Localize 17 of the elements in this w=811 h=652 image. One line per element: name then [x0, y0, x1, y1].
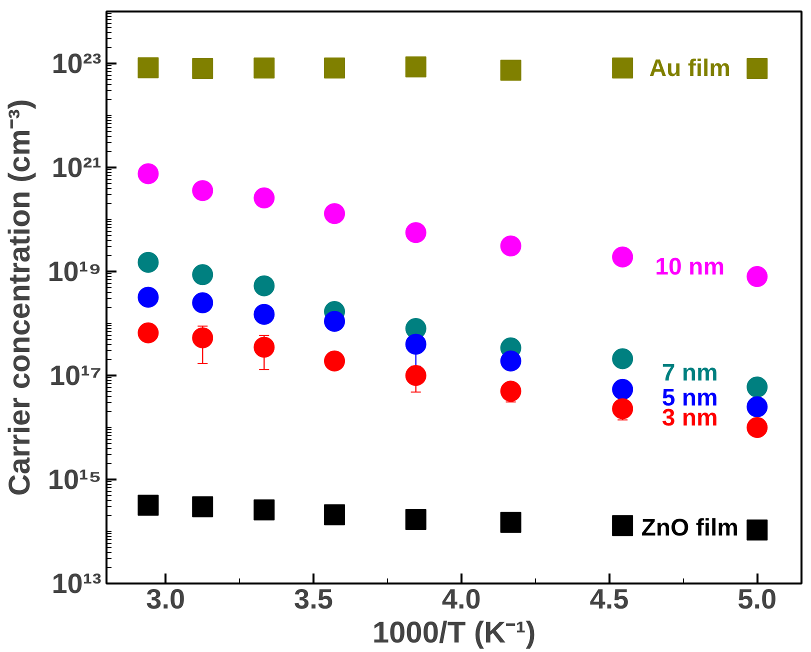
- x-axis-title: 1000/T (K⁻¹): [372, 616, 536, 650]
- x-tick-label: 5.0: [738, 584, 777, 614]
- y-tick-label: 10²¹: [52, 152, 102, 183]
- y-tick-label: 10¹⁹: [48, 256, 102, 287]
- y-axis-title: Carrier concentration (cm⁻³): [4, 99, 37, 496]
- x-tick-label: 3.5: [294, 584, 333, 614]
- x-tick-label: 3.0: [146, 584, 186, 614]
- series-label: 10 nm: [655, 253, 725, 280]
- series-label: 7 nm: [662, 359, 718, 386]
- x-tick-label: 4.0: [442, 584, 481, 614]
- y-tick-label: 10¹⁷: [49, 360, 102, 391]
- series-label: Au film: [649, 54, 731, 82]
- x-tick-label: 4.5: [590, 584, 629, 614]
- y-tick-label: 10²³: [52, 48, 102, 79]
- y-tick-label: 10¹⁵: [48, 464, 102, 495]
- y-tick-label: 10¹³: [52, 568, 102, 599]
- series-label: ZnO film: [641, 514, 739, 542]
